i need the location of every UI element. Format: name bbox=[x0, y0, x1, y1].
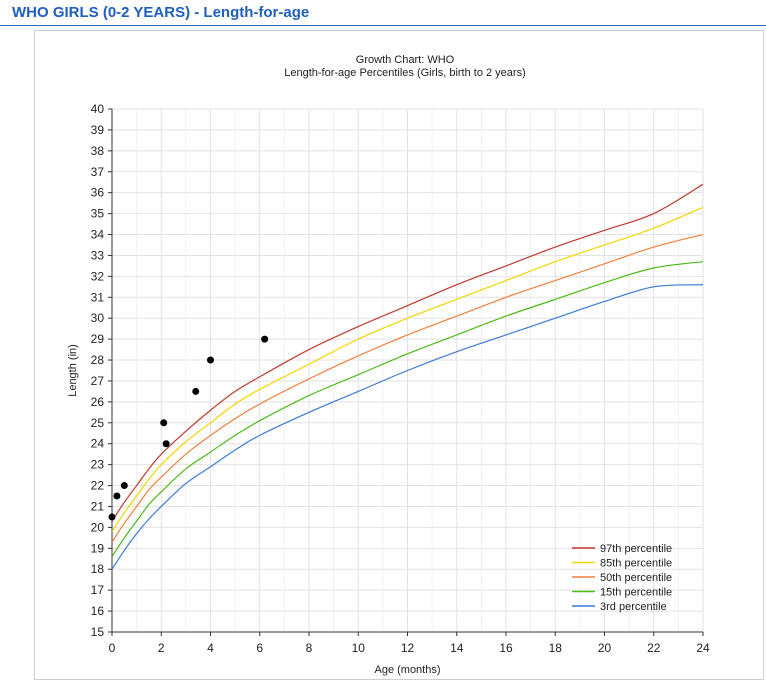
x-axis-label: Age (months) bbox=[374, 664, 440, 676]
y-tick-label: 29 bbox=[91, 332, 105, 346]
legend: 97th percentile 85th percentile 50th perce… bbox=[572, 543, 672, 613]
series-line-85th bbox=[111, 206, 704, 532]
y-tick-label: 17 bbox=[91, 583, 105, 597]
y-tick-label: 26 bbox=[91, 395, 105, 409]
y-tick-label: 32 bbox=[91, 269, 105, 283]
percentile-series bbox=[111, 183, 704, 570]
y-tick-label: 15 bbox=[91, 625, 105, 639]
y-tick-label: 25 bbox=[91, 416, 105, 430]
series-line-97th bbox=[111, 183, 704, 522]
y-tick-label: 34 bbox=[91, 228, 105, 242]
y-tick-label: 31 bbox=[91, 290, 105, 304]
measurement-points bbox=[108, 335, 269, 521]
measurement-point[interactable] bbox=[207, 356, 214, 364]
y-tick-label: 19 bbox=[91, 541, 105, 555]
series-line-15th bbox=[111, 261, 704, 558]
legend-label: 3rd percentile bbox=[600, 601, 667, 613]
x-tick-label: 22 bbox=[647, 641, 661, 655]
measurement-point[interactable] bbox=[192, 387, 200, 395]
legend-label: 97th percentile bbox=[600, 543, 672, 555]
chart-subtitle: Length-for-age Percentiles (Girls, birth… bbox=[284, 67, 526, 79]
page-header: WHO GIRLS (0-2 YEARS) - Length-for-age bbox=[0, 0, 766, 26]
x-tick-label: 18 bbox=[549, 641, 563, 655]
y-tick-label: 24 bbox=[91, 437, 105, 451]
axes: 0 2 4 6 8 10 12 14 16 18 20 22 241516171819202122232… bbox=[91, 102, 710, 655]
measurement-point[interactable] bbox=[113, 492, 121, 500]
measurement-point[interactable] bbox=[162, 440, 170, 448]
x-tick-label: 20 bbox=[598, 641, 612, 655]
measurement-point[interactable] bbox=[120, 482, 128, 490]
y-tick-label: 22 bbox=[91, 479, 105, 493]
chart-title: Growth Chart: WHO bbox=[356, 54, 455, 66]
y-tick-label: 40 bbox=[91, 102, 105, 116]
measurement-point[interactable] bbox=[160, 419, 168, 427]
x-tick-label: 10 bbox=[352, 641, 366, 655]
y-tick-label: 36 bbox=[91, 186, 105, 200]
y-tick-label: 33 bbox=[91, 248, 105, 262]
chart-panel: 0 2 4 6 8 10 12 14 16 18 20 22 24 15 16 17 18 19 20 21 22 23 2… bbox=[34, 30, 764, 680]
y-tick-label: 35 bbox=[91, 207, 105, 221]
legend-label: 15th percentile bbox=[600, 587, 672, 599]
legend-label: 50th percentile bbox=[600, 572, 672, 584]
y-axis-label: Length (in) bbox=[67, 344, 79, 397]
y-tick-label: 18 bbox=[91, 562, 105, 576]
y-tick-label: 37 bbox=[91, 165, 105, 179]
y-tick-label: 28 bbox=[91, 353, 105, 367]
legend-label: 85th percentile bbox=[600, 558, 672, 570]
y-tick-label: 27 bbox=[91, 374, 105, 388]
y-tick-label: 16 bbox=[91, 604, 105, 618]
x-tick-label: 24 bbox=[696, 641, 710, 655]
y-tick-label: 23 bbox=[91, 458, 105, 472]
y-tick-label: 21 bbox=[91, 499, 105, 513]
y-tick-label: 30 bbox=[91, 311, 105, 325]
x-tick-label: 16 bbox=[499, 641, 513, 655]
series-line-50th bbox=[111, 233, 704, 543]
y-tick-label: 38 bbox=[91, 144, 105, 158]
x-tick-label: 2 bbox=[158, 641, 165, 655]
x-tick-label: 8 bbox=[306, 641, 313, 655]
x-tick-label: 0 bbox=[109, 641, 116, 655]
x-tick-label: 4 bbox=[207, 641, 214, 655]
measurement-point[interactable] bbox=[108, 513, 116, 521]
x-tick-label: 14 bbox=[450, 641, 464, 655]
page-title: WHO GIRLS (0-2 YEARS) - Length-for-age bbox=[12, 4, 310, 21]
x-tick-label: 12 bbox=[401, 641, 415, 655]
x-tick-label: 6 bbox=[256, 641, 263, 655]
y-tick-label: 39 bbox=[91, 123, 105, 137]
y-tick-label: 20 bbox=[91, 520, 105, 534]
series-line-3rd bbox=[111, 284, 704, 570]
measurement-point[interactable] bbox=[261, 335, 269, 343]
growth-chart: 0 2 4 6 8 10 12 14 16 18 20 22 241516171819202122232… bbox=[67, 54, 710, 676]
